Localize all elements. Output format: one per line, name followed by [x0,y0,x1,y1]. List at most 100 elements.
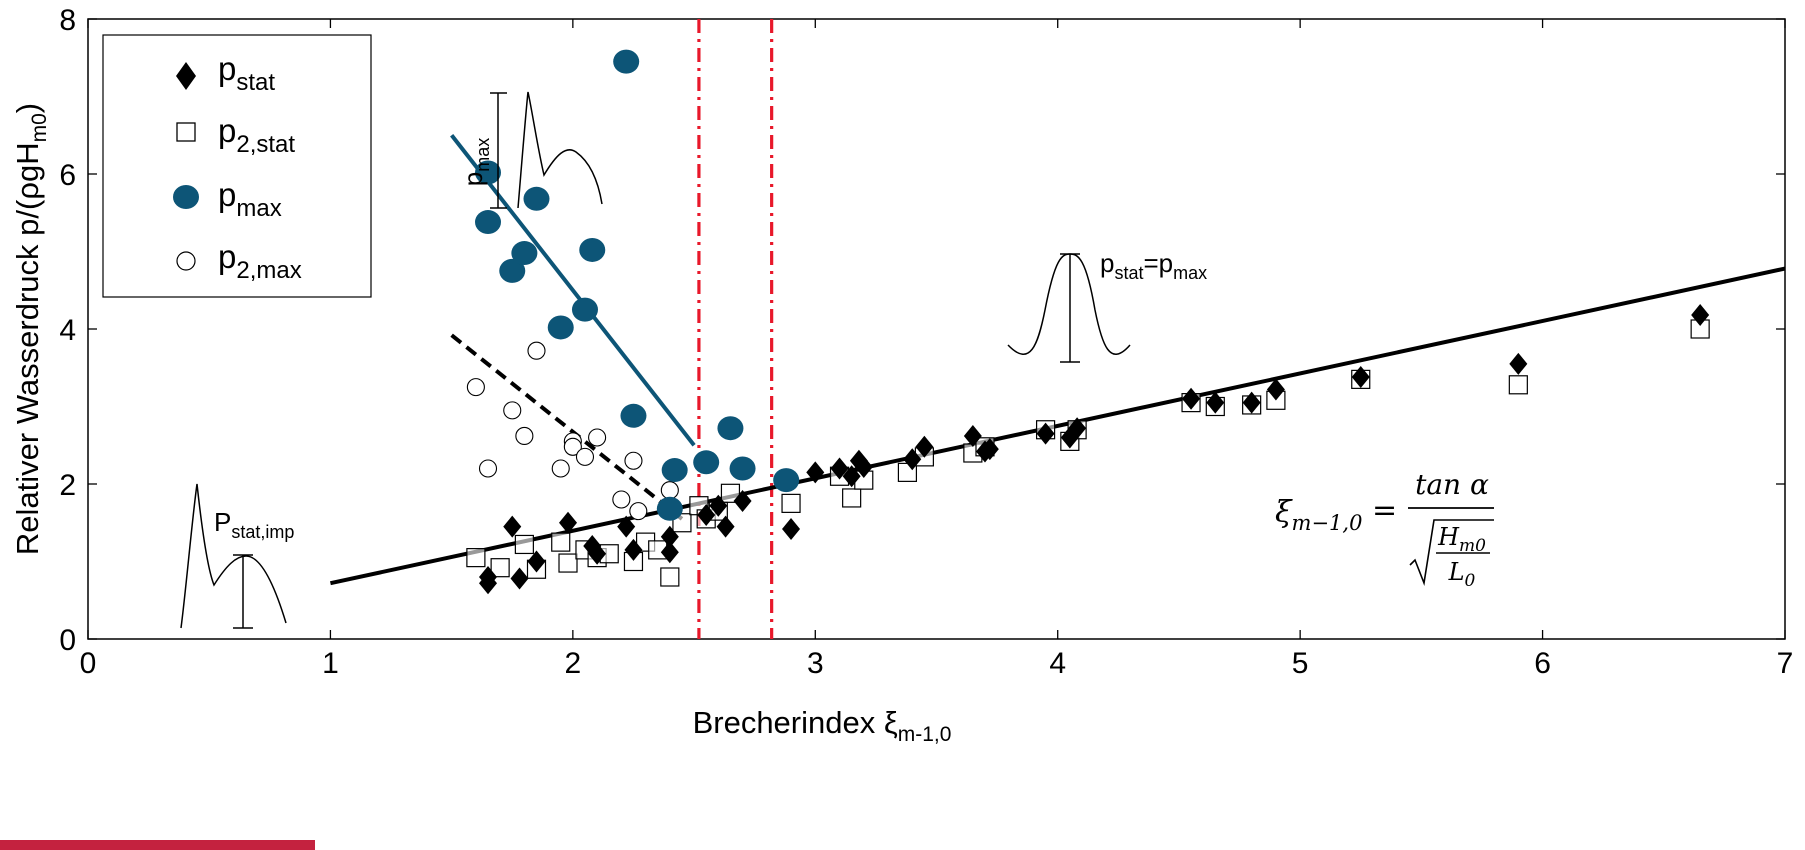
axis-tick-labels: 0 1 2 3 4 5 6 7 0 2 4 6 8 [59,4,1793,680]
formula-numerator: tan α [1415,468,1489,501]
point-p-2stat [660,567,680,587]
point-p-max [656,496,683,521]
fit-line-p_2max_fit [450,333,684,521]
formula-inner-numerator: Hm0 [1437,523,1486,556]
pstat-eq-pmax-dimension-bar [1060,253,1080,363]
point-p-stat [1242,391,1261,414]
point-p-2stat [558,553,578,573]
point-p-stat [980,438,999,461]
point-p-stat [503,515,522,538]
point-p-max [475,160,502,185]
point-p-2max [575,447,595,466]
point-p-2max [515,426,534,446]
point-p-2stat [466,548,486,568]
point-p-2max [551,459,570,478]
point-p-stat [854,455,873,478]
point-p-2stat [781,493,801,513]
point-p-stat [1206,391,1225,414]
x-tick-label: 3 [807,647,824,680]
x-axis-label: Brecherindex ξm-1,0 [693,705,952,746]
point-p-max [475,210,502,235]
point-p-2stat [514,534,534,555]
legend-label-p-stat: pstat [218,50,275,96]
sketch-pstat-eq-pmax-curve: pstat=pmax [1007,248,1207,363]
legend-marker-p-2stat [176,122,196,142]
legend: pstat p2,stat pmax p2,max [102,34,372,298]
point-p-2max [629,502,648,521]
formula-sqrt-sign [1409,519,1494,587]
point-p-stat [1182,387,1201,410]
pmax-pressure-curve [517,91,603,209]
formula-inner-denominator: L0 [1448,558,1476,591]
point-p-stat [806,461,825,484]
point-p-stat [903,448,922,471]
point-p-stat [617,515,636,538]
data-points [466,49,1710,595]
legend-marker-p-max [173,185,199,209]
point-p-2stat [842,488,862,508]
point-p-max [547,315,574,340]
x-tick-label: 2 [565,647,582,680]
point-p-max [773,468,800,493]
point-p-2max [503,401,522,420]
legend-label-p-2max: p2,max [218,238,302,284]
point-p-stat [782,517,801,540]
formula-lhs: ξm−1,0 [1275,495,1362,535]
point-p-stat [660,541,679,564]
y-tick-label: 4 [59,314,76,347]
axis-ticks [87,18,1786,640]
point-p-stat [697,504,716,526]
breaker-index-formula: ξm−1,0 = tan α Hm0 L0 [1275,468,1494,591]
point-p-stat [915,435,934,458]
point-p-stat [624,538,643,561]
pmax-dimension-bar [490,92,507,209]
point-p-2max [563,437,582,456]
vertical-reference-lines [697,19,774,639]
sketch-pmax-curve: pmax [458,91,603,209]
pstat-eq-pmax-annotation: pstat=pmax [1100,248,1207,283]
y-axis-label: Relativer Wasserdruck p/(ρgHm0) [10,103,51,555]
point-p-stat [716,515,735,538]
point-p-stat [1691,304,1710,327]
legend-label-p-max: pmax [218,176,282,222]
point-p-max [613,49,640,74]
y-tick-label: 8 [59,4,76,37]
pmax-annotation: pmax [458,138,493,186]
point-p-max [499,258,526,283]
point-p-max [571,297,598,322]
legend-marker-p-stat [176,62,196,90]
point-p-max [661,458,688,483]
point-p-stat [1509,352,1528,375]
point-p-stat [963,424,982,447]
legend-box [102,34,372,298]
logo-strip [0,840,315,850]
point-p-2stat [490,558,510,578]
point-p-2max [660,481,679,500]
point-p-2max [588,428,607,447]
point-p-2max [478,459,498,478]
point-p-stat [733,490,752,513]
point-p-2max [612,490,631,509]
point-p-2stat [551,532,571,552]
legend-label-p-2stat: p2,stat [218,112,295,158]
point-p-stat [1266,378,1285,401]
fit-lines [330,134,1786,586]
point-p-max [620,403,647,428]
x-tick-label: 1 [322,647,339,680]
x-tick-label: 0 [80,647,97,680]
point-p-max [729,456,756,481]
sketch-pstat-imp-curve: Pstat,imp [180,483,294,629]
point-p-2stat [1508,375,1528,395]
point-p-2max [466,378,485,397]
point-p-stat [559,511,578,534]
y-tick-label: 6 [59,159,76,192]
x-tick-label: 6 [1534,647,1551,680]
point-p-stat [842,465,861,488]
point-p-max [523,186,550,211]
point-p-stat [527,550,546,573]
fit-line-p_max_fit [450,134,696,447]
point-p-stat [709,494,728,517]
pstat-imp-curve [180,483,287,629]
point-p-2max [527,341,546,360]
